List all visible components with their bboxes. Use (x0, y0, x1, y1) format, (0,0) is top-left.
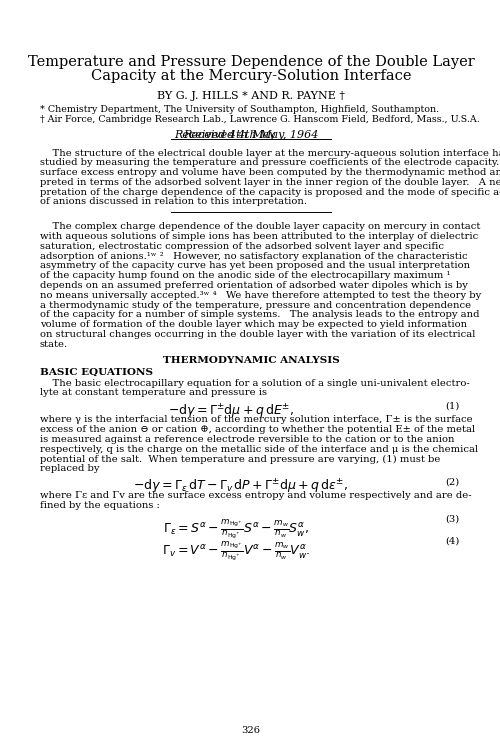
Text: $\Gamma_{\varepsilon} = S^{\alpha} - \frac{m_{\mathrm{Hg}^{+}}}{n_{\mathrm{Hg}^{: $\Gamma_{\varepsilon} = S^{\alpha} - \fr… (163, 517, 309, 539)
Text: Received 4th: Received 4th (174, 130, 251, 140)
Text: depends on an assumed preferred orientation of adsorbed water dipoles which is b: depends on an assumed preferred orientat… (40, 281, 468, 290)
Text: of the capacity hump found on the anodic side of the electrocapillary maximum ¹: of the capacity hump found on the anodic… (40, 272, 451, 280)
Text: THERMODYNAMIC ANALYSIS: THERMODYNAMIC ANALYSIS (162, 356, 340, 364)
Text: of the capacity for a number of simple systems.   The analysis leads to the entr: of the capacity for a number of simple s… (40, 310, 480, 320)
Text: † Air Force, Cambridge Research Lab., Lawrence G. Hanscom Field, Bedford, Mass.,: † Air Force, Cambridge Research Lab., La… (40, 115, 480, 124)
Text: replaced by: replaced by (40, 464, 100, 473)
Text: The basic electrocapillary equation for a solution of a single uni-univalent ele: The basic electrocapillary equation for … (40, 379, 470, 388)
Text: $-\mathrm{d}\gamma = \Gamma_{\varepsilon}\,\mathrm{d}T - \Gamma_{v}\,\mathrm{d}P: $-\mathrm{d}\gamma = \Gamma_{\varepsilon… (134, 478, 348, 496)
Text: fined by the equations :: fined by the equations : (40, 501, 160, 510)
Text: Temperature and Pressure Dependence of the Double Layer: Temperature and Pressure Dependence of t… (28, 55, 474, 69)
Text: (4): (4) (446, 537, 460, 546)
Text: pretation of the charge dependence of the capacity is proposed and the mode of s: pretation of the charge dependence of th… (40, 188, 500, 196)
Text: $-\mathrm{d}\gamma = \Gamma^{\pm}\mathrm{d}\mu + q\,\mathrm{d}E^{\pm},$: $-\mathrm{d}\gamma = \Gamma^{\pm}\mathrm… (168, 402, 294, 421)
Text: BY G. J. HILLS * AND R. PAYNE †: BY G. J. HILLS * AND R. PAYNE † (157, 91, 345, 101)
Text: lyte at constant temperature and pressure is: lyte at constant temperature and pressur… (40, 388, 267, 398)
Text: is measured against a reference electrode reversible to the cation or to the ani: is measured against a reference electrod… (40, 435, 455, 444)
Text: respectively, q is the charge on the metallic side of the interface and μ is the: respectively, q is the charge on the met… (40, 445, 478, 454)
Text: potential of the salt.  When temperature and pressure are varying, (1) must be: potential of the salt. When temperature … (40, 454, 440, 464)
Text: surface excess entropy and volume have been computed by the thermodynamic method: surface excess entropy and volume have b… (40, 168, 500, 177)
Text: The complex charge dependence of the double layer capacity on mercury in contact: The complex charge dependence of the dou… (40, 222, 480, 231)
Text: (2): (2) (446, 477, 460, 486)
Text: saturation, electrostatic compression of the adsorbed solvent layer and specific: saturation, electrostatic compression of… (40, 242, 444, 251)
Text: volume of formation of the double layer which may be expected to yield informati: volume of formation of the double layer … (40, 320, 467, 329)
Text: excess of the anion ⊖ or cation ⊕, according to whether the potential E± of the : excess of the anion ⊖ or cation ⊕, accor… (40, 425, 475, 434)
Text: a thermodynamic study of the temperature, pressure and concentration dependence: a thermodynamic study of the temperature… (40, 301, 471, 310)
Text: Received 4th May, 1964: Received 4th May, 1964 (184, 130, 318, 140)
Text: (1): (1) (446, 401, 460, 410)
Text: (3): (3) (446, 514, 460, 523)
Text: BASIC EQUATIONS: BASIC EQUATIONS (40, 368, 153, 376)
Text: of anions discussed in relation to this interpretation.: of anions discussed in relation to this … (40, 197, 307, 206)
Text: adsorption of anions.¹ʷ ²   However, no satisfactory explanation of the characte: adsorption of anions.¹ʷ ² However, no sa… (40, 252, 468, 261)
Text: $\Gamma_{v} = V^{\alpha} - \frac{m_{\mathrm{Hg}^{+}}}{n_{\mathrm{Hg}^{+}}}V^{\al: $\Gamma_{v} = V^{\alpha} - \frac{m_{\mat… (162, 538, 310, 562)
Text: * Chemistry Department, The University of Southampton, Highfield, Southampton.: * Chemistry Department, The University o… (40, 105, 439, 114)
Text: where Γε and Γv are the surface excess entropy and volume respectively and are d: where Γε and Γv are the surface excess e… (40, 491, 472, 500)
Text: 326: 326 (242, 726, 260, 735)
Text: The structure of the electrical double layer at the mercury-aqueous solution int: The structure of the electrical double l… (40, 148, 500, 158)
Text: May: May (251, 130, 275, 140)
Text: preted in terms of the adsorbed solvent layer in the inner region of the double : preted in terms of the adsorbed solvent … (40, 178, 500, 187)
Text: where γ is the interfacial tension of the mercury solution interface, Γ± is the : where γ is the interfacial tension of th… (40, 416, 472, 424)
Text: state.: state. (40, 340, 68, 349)
Text: no means universally accepted.³ʷ ⁴   We have therefore attempted to test the the: no means universally accepted.³ʷ ⁴ We ha… (40, 291, 481, 300)
Text: with aqueous solutions of simple ions has been attributed to the interplay of di: with aqueous solutions of simple ions ha… (40, 232, 478, 241)
Text: on structural changes occurring in the double layer with the variation of its el: on structural changes occurring in the d… (40, 330, 476, 339)
Text: asymmetry of the capacity curve has yet been proposed and the usual interpretati: asymmetry of the capacity curve has yet … (40, 262, 470, 271)
Text: studied by measuring the temperature and pressure coefficients of the electrode : studied by measuring the temperature and… (40, 158, 500, 167)
Text: Capacity at the Mercury-Solution Interface: Capacity at the Mercury-Solution Interfa… (91, 69, 411, 83)
